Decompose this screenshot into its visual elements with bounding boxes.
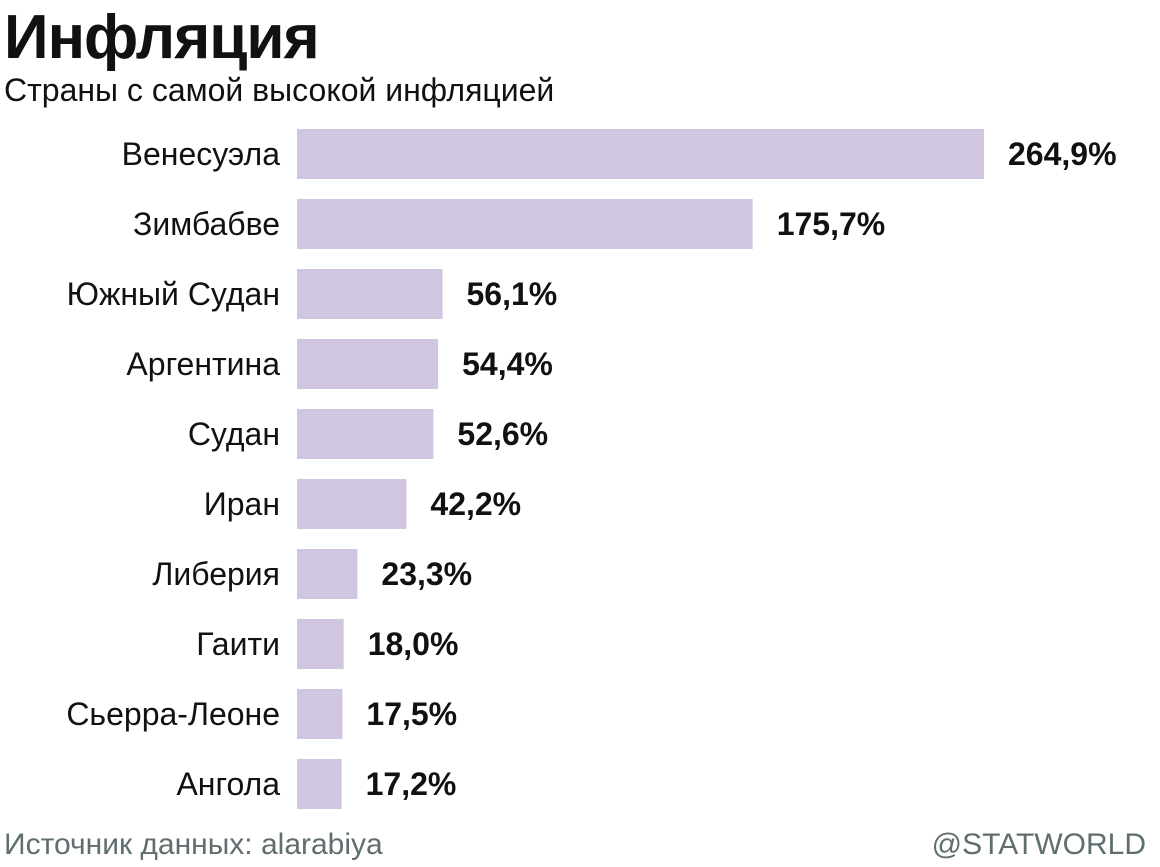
category-label: Сьерра-Леоне <box>66 696 280 732</box>
bar <box>297 409 434 459</box>
category-label: Аргентина <box>126 346 280 382</box>
category-label: Ангола <box>176 766 280 802</box>
chart-title: Инфляция <box>4 3 320 72</box>
value-label: 18,0% <box>368 626 459 662</box>
bar <box>297 759 342 809</box>
data-source-note: Источник данных: alarabiya <box>4 828 383 861</box>
bar <box>297 199 753 249</box>
bar <box>297 619 344 669</box>
bar <box>297 129 984 179</box>
value-label: 17,2% <box>366 766 457 802</box>
value-label: 42,2% <box>430 486 521 522</box>
category-label: Южный Судан <box>67 276 280 312</box>
category-label: Иран <box>204 486 280 522</box>
value-label: 52,6% <box>457 416 548 452</box>
category-label: Венесуэла <box>122 136 281 172</box>
bar <box>297 339 439 389</box>
bar <box>297 269 443 319</box>
bar <box>297 479 407 529</box>
value-label: 17,5% <box>366 696 457 732</box>
value-label: 23,3% <box>381 556 472 592</box>
bars-group: Венесуэла 264,9% Зимбабве 175,7% Южный Судан… <box>66 129 1117 809</box>
bar <box>297 689 343 739</box>
chart-subtitle: Страны с самой высокой инфляцией <box>4 72 555 108</box>
category-label: Гаити <box>196 626 280 662</box>
value-label: 264,9% <box>1008 136 1117 172</box>
category-label: Либерия <box>152 556 280 592</box>
value-label: 56,1% <box>467 276 558 312</box>
value-label: 175,7% <box>777 206 886 242</box>
value-label: 54,4% <box>462 346 553 382</box>
brand-watermark: @STATWORLD <box>931 828 1146 861</box>
bar <box>297 549 358 599</box>
bar-chart: Венесуэла 264,9% Зимбабве 175,7% Южный Судан… <box>66 129 1117 809</box>
category-label: Судан <box>188 416 280 452</box>
category-label: Зимбабве <box>133 206 280 242</box>
